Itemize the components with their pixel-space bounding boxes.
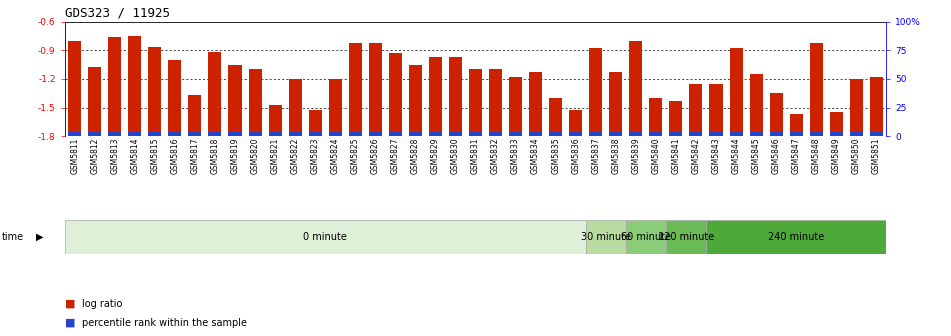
Bar (208, 132, 222, 136)
Bar (108, 37, 122, 136)
Bar (689, 132, 703, 136)
Bar (168, 60, 182, 136)
Bar (630, 132, 642, 136)
Bar (829, 112, 843, 136)
Bar (570, 132, 582, 136)
Text: 120 minute: 120 minute (658, 232, 714, 242)
Bar (749, 74, 763, 136)
Bar (128, 132, 142, 136)
Bar (489, 132, 502, 136)
Bar (509, 132, 522, 136)
Bar (809, 132, 823, 136)
Bar (248, 70, 262, 136)
Bar (689, 84, 703, 136)
Bar (369, 132, 381, 136)
Bar (288, 79, 301, 136)
Bar (590, 47, 602, 136)
Bar (168, 132, 182, 136)
Bar (248, 132, 262, 136)
Bar (349, 43, 361, 136)
Bar (449, 132, 462, 136)
Bar (549, 132, 562, 136)
Text: 240 minute: 240 minute (768, 232, 825, 242)
Bar (409, 132, 422, 136)
Bar (108, 132, 122, 136)
Bar (309, 110, 321, 136)
Text: time: time (2, 232, 24, 242)
Bar (148, 132, 162, 136)
Bar (429, 57, 442, 136)
Bar (670, 101, 683, 136)
Bar (549, 98, 562, 136)
Bar (870, 132, 883, 136)
Bar (666, 220, 706, 254)
Bar (626, 220, 666, 254)
Bar (590, 132, 602, 136)
Bar (529, 72, 542, 136)
Text: log ratio: log ratio (82, 299, 122, 309)
Bar (610, 72, 622, 136)
Text: 0 minute: 0 minute (303, 232, 347, 242)
Bar (268, 104, 281, 136)
Bar (128, 36, 142, 136)
Bar (650, 98, 663, 136)
Bar (409, 65, 422, 136)
Bar (489, 70, 502, 136)
Bar (68, 132, 81, 136)
Bar (208, 52, 222, 136)
Text: 30 minute: 30 minute (581, 232, 631, 242)
Bar (88, 132, 101, 136)
Bar (329, 132, 341, 136)
Bar (509, 77, 522, 136)
Bar (789, 114, 803, 136)
Text: ■: ■ (65, 299, 75, 309)
Bar (349, 132, 361, 136)
Bar (870, 77, 883, 136)
Bar (850, 79, 863, 136)
Bar (529, 132, 542, 136)
Bar (389, 132, 402, 136)
Text: GDS323 / 11925: GDS323 / 11925 (65, 7, 169, 20)
Bar (586, 220, 626, 254)
Bar (449, 57, 462, 136)
Bar (630, 41, 642, 136)
Bar (389, 53, 402, 136)
Bar (769, 93, 783, 136)
Bar (329, 79, 341, 136)
Bar (670, 132, 683, 136)
Bar (706, 220, 886, 254)
Bar (469, 132, 482, 136)
Bar (829, 132, 843, 136)
Bar (749, 132, 763, 136)
Bar (228, 132, 242, 136)
Bar (789, 132, 803, 136)
Bar (610, 132, 622, 136)
Bar (650, 132, 663, 136)
Bar (309, 132, 321, 136)
Bar (850, 132, 863, 136)
Text: percentile rank within the sample: percentile rank within the sample (82, 318, 247, 328)
Bar (570, 110, 582, 136)
Text: ▶: ▶ (36, 232, 44, 242)
Bar (65, 220, 586, 254)
Bar (288, 132, 301, 136)
Text: ■: ■ (65, 318, 75, 328)
Bar (469, 70, 482, 136)
Bar (369, 43, 381, 136)
Text: 60 minute: 60 minute (621, 232, 670, 242)
Bar (429, 132, 442, 136)
Bar (268, 132, 281, 136)
Bar (68, 41, 81, 136)
Bar (188, 132, 202, 136)
Bar (188, 95, 202, 136)
Bar (709, 132, 723, 136)
Bar (729, 48, 743, 136)
Bar (809, 43, 823, 136)
Bar (709, 84, 723, 136)
Bar (88, 67, 101, 136)
Bar (148, 47, 162, 136)
Bar (228, 65, 242, 136)
Bar (769, 132, 783, 136)
Bar (729, 132, 743, 136)
